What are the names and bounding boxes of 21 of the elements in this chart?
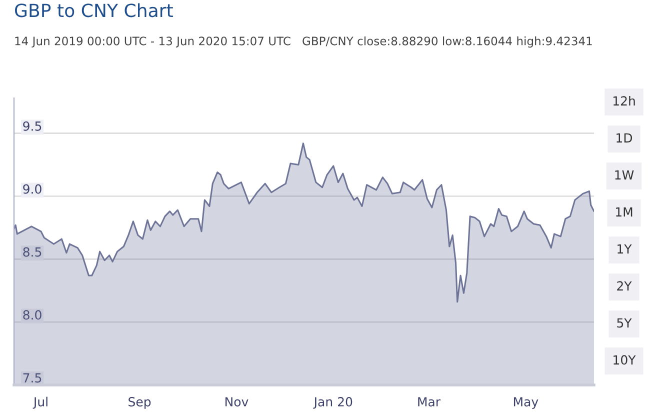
text: 10Y [614,355,636,365]
text: 2Y [617,281,632,290]
x-tick-label: Jan 20 [313,397,352,409]
text: 5Y [617,318,632,328]
x-tick-label: Mar [418,397,441,406]
y-tick-label: 9.0 [23,184,42,194]
y-tick-label: 8.0 [23,310,42,320]
x-tick-label: Nov [225,397,248,406]
x-tick-label: Sep [128,397,151,409]
text: 1D [616,133,632,142]
x-tick-label: Jul [32,396,48,409]
x-tick-label: May [514,397,538,409]
chart-subtitle: 14 Jun 2019 00:00 UTC - 13 Jun 2020 15:07 UTC GBP/CNY close:8.88290 low:8.16044 high:9.42341 [15,36,592,48]
y-tick-label: 9.5 [23,121,42,131]
y-tick-label: 7.5 [23,373,42,383]
text: 1Y [618,244,632,254]
text: 12h [613,96,635,106]
y-tick-label: 8.5 [23,247,42,257]
text: 1M [616,207,632,216]
chart-title: GBP to CNY Chart [15,3,173,18]
text: 1W [615,170,634,180]
